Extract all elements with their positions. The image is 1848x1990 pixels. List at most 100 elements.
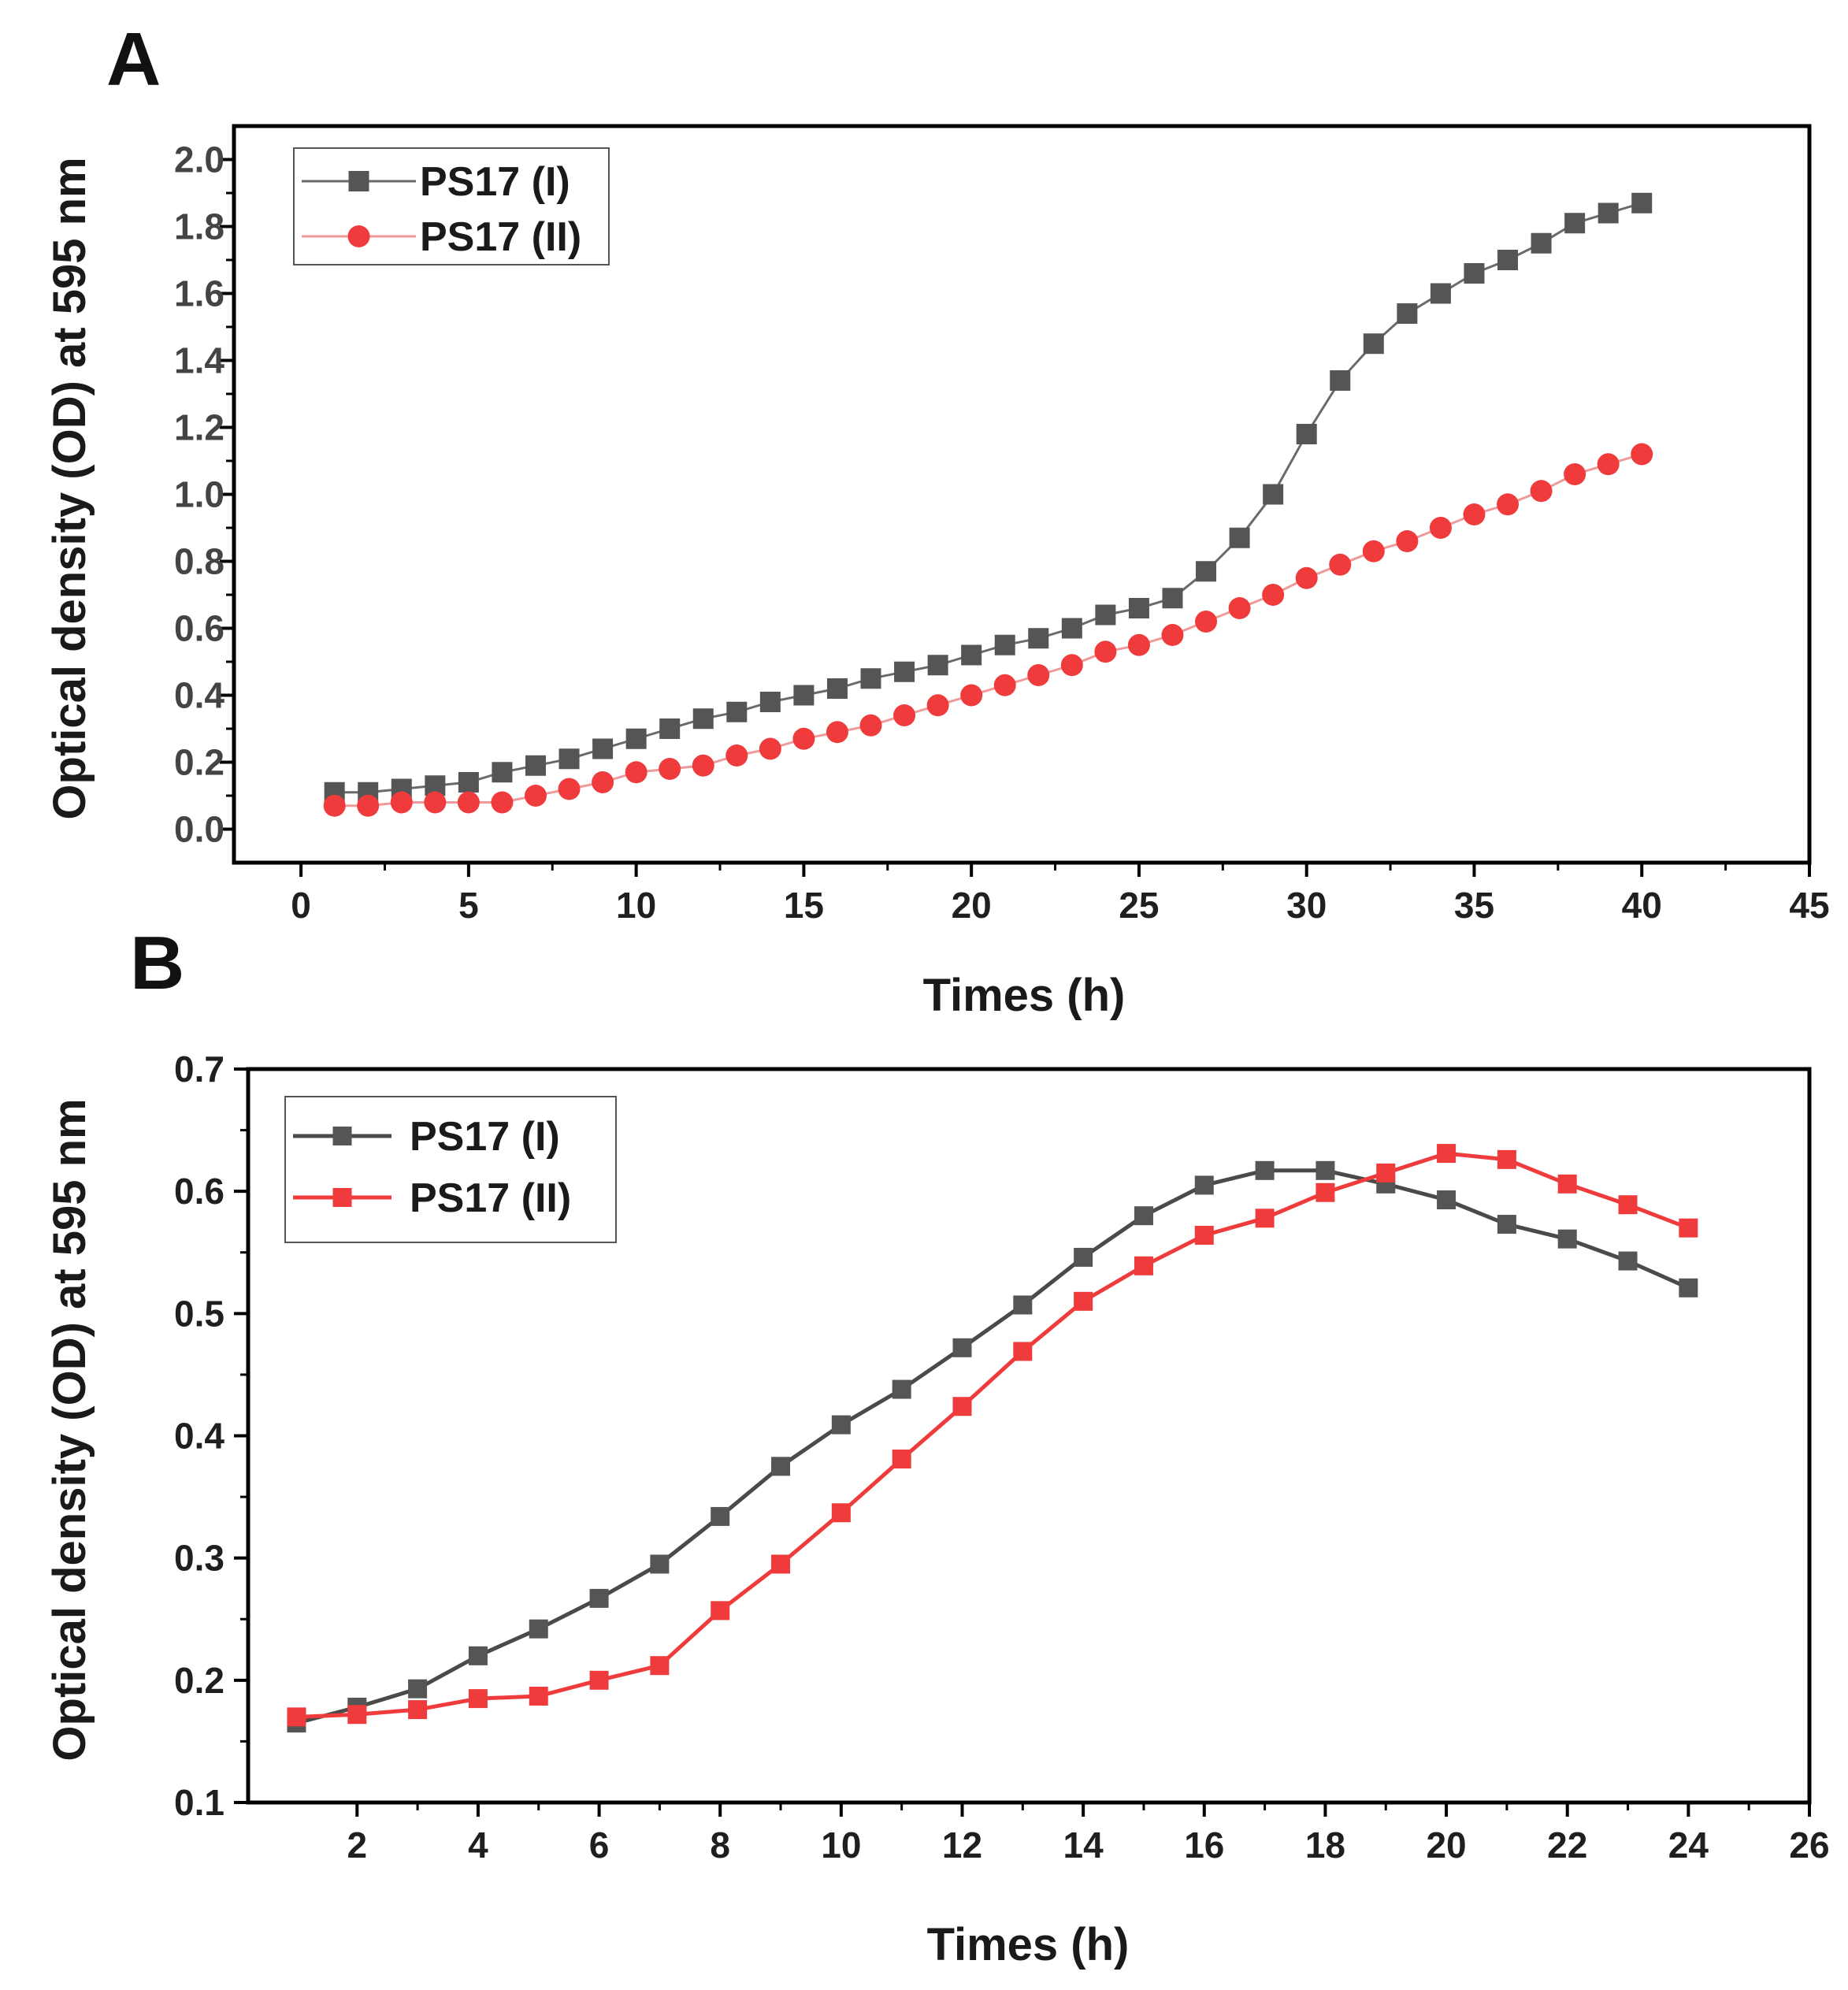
- series-1-point: [1437, 1190, 1457, 1210]
- series-2-point: [826, 721, 848, 744]
- series-2-point: [1295, 566, 1318, 589]
- y-tick-label: 0.4: [174, 1416, 225, 1457]
- series-1-point: [468, 1646, 488, 1665]
- series-2-point: [1194, 1226, 1214, 1246]
- series-2-point: [558, 778, 581, 800]
- legend-marker-1: [332, 1127, 352, 1145]
- series-1-point: [589, 1588, 609, 1608]
- x-tick-label: 30: [1286, 885, 1327, 926]
- series-2-point: [1094, 640, 1117, 663]
- y-tick-label: 0.2: [174, 742, 225, 783]
- series-1-point: [558, 748, 580, 770]
- series-1-point: [1134, 1206, 1153, 1226]
- series-1-point: [592, 738, 614, 759]
- series-1-point: [1194, 1175, 1214, 1195]
- series-2-point: [711, 1601, 730, 1621]
- series-2-point: [408, 1700, 428, 1720]
- series-2-point: [468, 1689, 488, 1709]
- y-tick-label: 1.0: [174, 474, 225, 515]
- series-1-point: [1679, 1278, 1698, 1298]
- series-1-point: [1497, 250, 1519, 270]
- x-tick-label: 20: [1426, 1825, 1466, 1866]
- x-tick-label: 16: [1184, 1825, 1224, 1866]
- x-tick-label: 20: [952, 885, 992, 926]
- series-1-point: [458, 772, 479, 793]
- series-2-point: [424, 791, 447, 814]
- x-tick-label: 40: [1622, 885, 1662, 926]
- series-2-point: [1027, 664, 1050, 686]
- panel-a: A 0 5 10 15 20 25 30 35 40 45 0.0 0.2 0.4 0.6 0.8 1.0 1.…: [44, 17, 1830, 1021]
- series-2-point: [1597, 453, 1620, 476]
- series-1-point: [650, 1554, 670, 1574]
- series-2-point: [1161, 624, 1184, 646]
- series-1-point: [1363, 333, 1384, 355]
- x-tick-label: 25: [1119, 885, 1159, 926]
- panel-a-label: A: [106, 17, 161, 102]
- panel-b-x-axis-title: Times (h): [927, 1919, 1130, 1970]
- series-1-point: [726, 701, 748, 722]
- x-tick-label: 22: [1547, 1825, 1587, 1866]
- series-1-point: [529, 1619, 548, 1639]
- series-2-point: [1262, 584, 1285, 606]
- x-tick-label: 10: [821, 1825, 861, 1866]
- y-tick-label: 1.4: [174, 340, 225, 381]
- panel-a-y-axis-title: Optical density (OD) at 595 nm: [44, 157, 95, 819]
- legend-label-1: PS17 (I): [410, 1114, 560, 1160]
- x-tick-label: 2: [347, 1825, 367, 1866]
- series-1-point: [793, 685, 815, 706]
- series-1-point: [1618, 1251, 1638, 1271]
- series-2-point: [650, 1656, 670, 1676]
- y-tick-label: 2.0: [174, 139, 225, 180]
- series-1-point: [1013, 1295, 1033, 1315]
- y-tick-label: 1.6: [174, 273, 225, 314]
- series-1-point: [1464, 263, 1485, 284]
- series-2-point: [323, 794, 346, 817]
- series-2-point: [1497, 493, 1520, 516]
- x-tick-label: 10: [616, 885, 656, 926]
- panel-b-plot: 2 4 6 8 10 12 14 16 18 20 22 24 260.10.20.30.40.50.6…: [174, 1049, 1830, 1866]
- series-1-point: [961, 644, 982, 666]
- series-2-point: [457, 791, 480, 814]
- legend-label-1: PS17 (I): [420, 159, 570, 205]
- series-2-point: [831, 1503, 851, 1523]
- series-2-point: [491, 791, 514, 814]
- series-2-point: [659, 758, 681, 780]
- series-2-point: [1564, 463, 1586, 485]
- series-1-point: [894, 661, 915, 682]
- series-1-point: [1095, 604, 1116, 626]
- series-2-point: [993, 674, 1016, 696]
- series-1-point: [1263, 484, 1284, 505]
- series-2-point: [357, 794, 380, 817]
- series-2-point: [1530, 480, 1553, 503]
- series-2-point: [529, 1687, 548, 1706]
- x-tick-label: 35: [1454, 885, 1494, 926]
- x-tick-label: 4: [468, 1825, 488, 1866]
- panel-b-y-axis-title: Optical density (OD) at 595 nm: [44, 1098, 95, 1761]
- y-tick-label: 0.6: [174, 608, 225, 649]
- series-2-point: [771, 1554, 791, 1574]
- series-1-point: [927, 655, 948, 676]
- series-2-point: [1228, 597, 1251, 619]
- series-1-point: [1074, 1247, 1093, 1267]
- y-tick-label: 0.5: [174, 1293, 225, 1334]
- series-line-1: [295, 1168, 1690, 1725]
- x-tick-label: 12: [942, 1825, 982, 1866]
- series-2-point: [1557, 1174, 1577, 1194]
- legend-label-2: PS17 (II): [420, 214, 581, 260]
- x-tick-label: 18: [1305, 1825, 1345, 1866]
- series-2-point: [1074, 1291, 1093, 1311]
- y-tick-label: 0.6: [174, 1171, 225, 1212]
- series-1-point: [1255, 1160, 1275, 1180]
- series-1-point: [1196, 561, 1217, 582]
- panel-a-x-axis-title: Times (h): [923, 970, 1126, 1021]
- series-1-point: [994, 634, 1015, 655]
- panel-b: B 2 4 6 8 10 12 14 16 18 20 22 24 260.10.20.30.40.50…: [44, 921, 1830, 1970]
- legend-marker-2: [332, 1188, 352, 1207]
- series-1-point: [952, 1338, 972, 1357]
- series-2-point: [1376, 1163, 1396, 1182]
- series-2-point: [1497, 1149, 1516, 1169]
- series-2-point: [1329, 553, 1352, 576]
- panel-a-plot: 0 5 10 15 20 25 30 35 40 45 0.0 0.2 0.4 0.6 0.8 1.0 1.2 1…: [174, 124, 1830, 926]
- series-2-point: [692, 754, 714, 777]
